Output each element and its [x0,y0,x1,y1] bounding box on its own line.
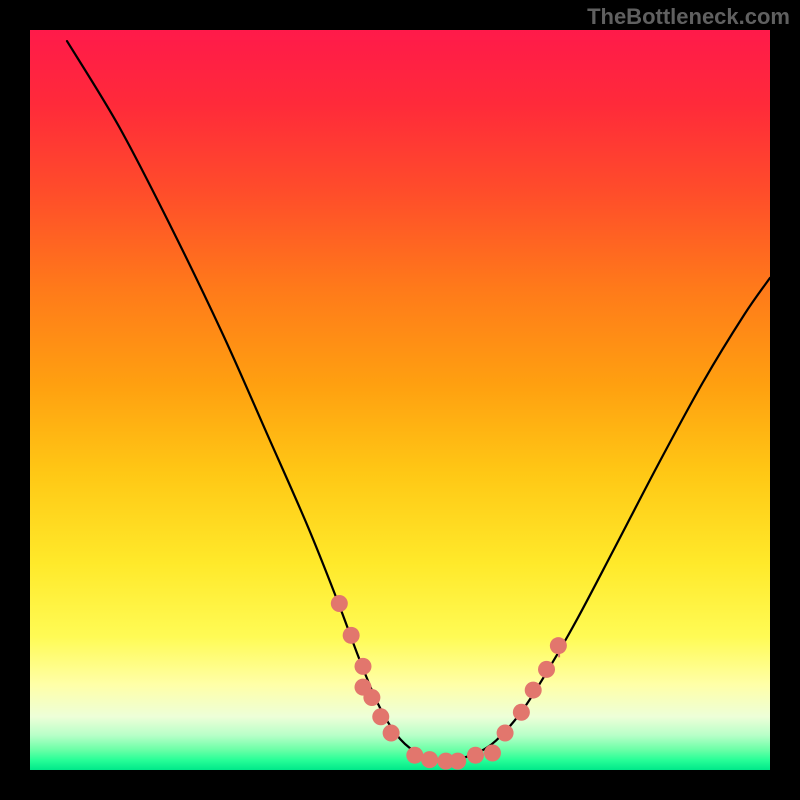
data-marker [372,708,389,725]
data-marker [343,627,360,644]
data-marker [467,747,484,764]
data-marker [525,682,542,699]
data-marker [363,689,380,706]
data-marker [383,725,400,742]
data-marker [406,747,423,764]
data-marker [550,637,567,654]
data-marker [449,753,466,770]
data-marker [497,725,514,742]
data-marker [513,704,530,721]
plot-background [30,30,770,770]
data-marker [484,744,501,761]
chart-svg [0,0,800,800]
data-marker [331,595,348,612]
chart-stage: TheBottleneck.com [0,0,800,800]
data-marker [421,751,438,768]
watermark-text: TheBottleneck.com [587,4,790,30]
data-marker [355,658,372,675]
data-marker [538,661,555,678]
